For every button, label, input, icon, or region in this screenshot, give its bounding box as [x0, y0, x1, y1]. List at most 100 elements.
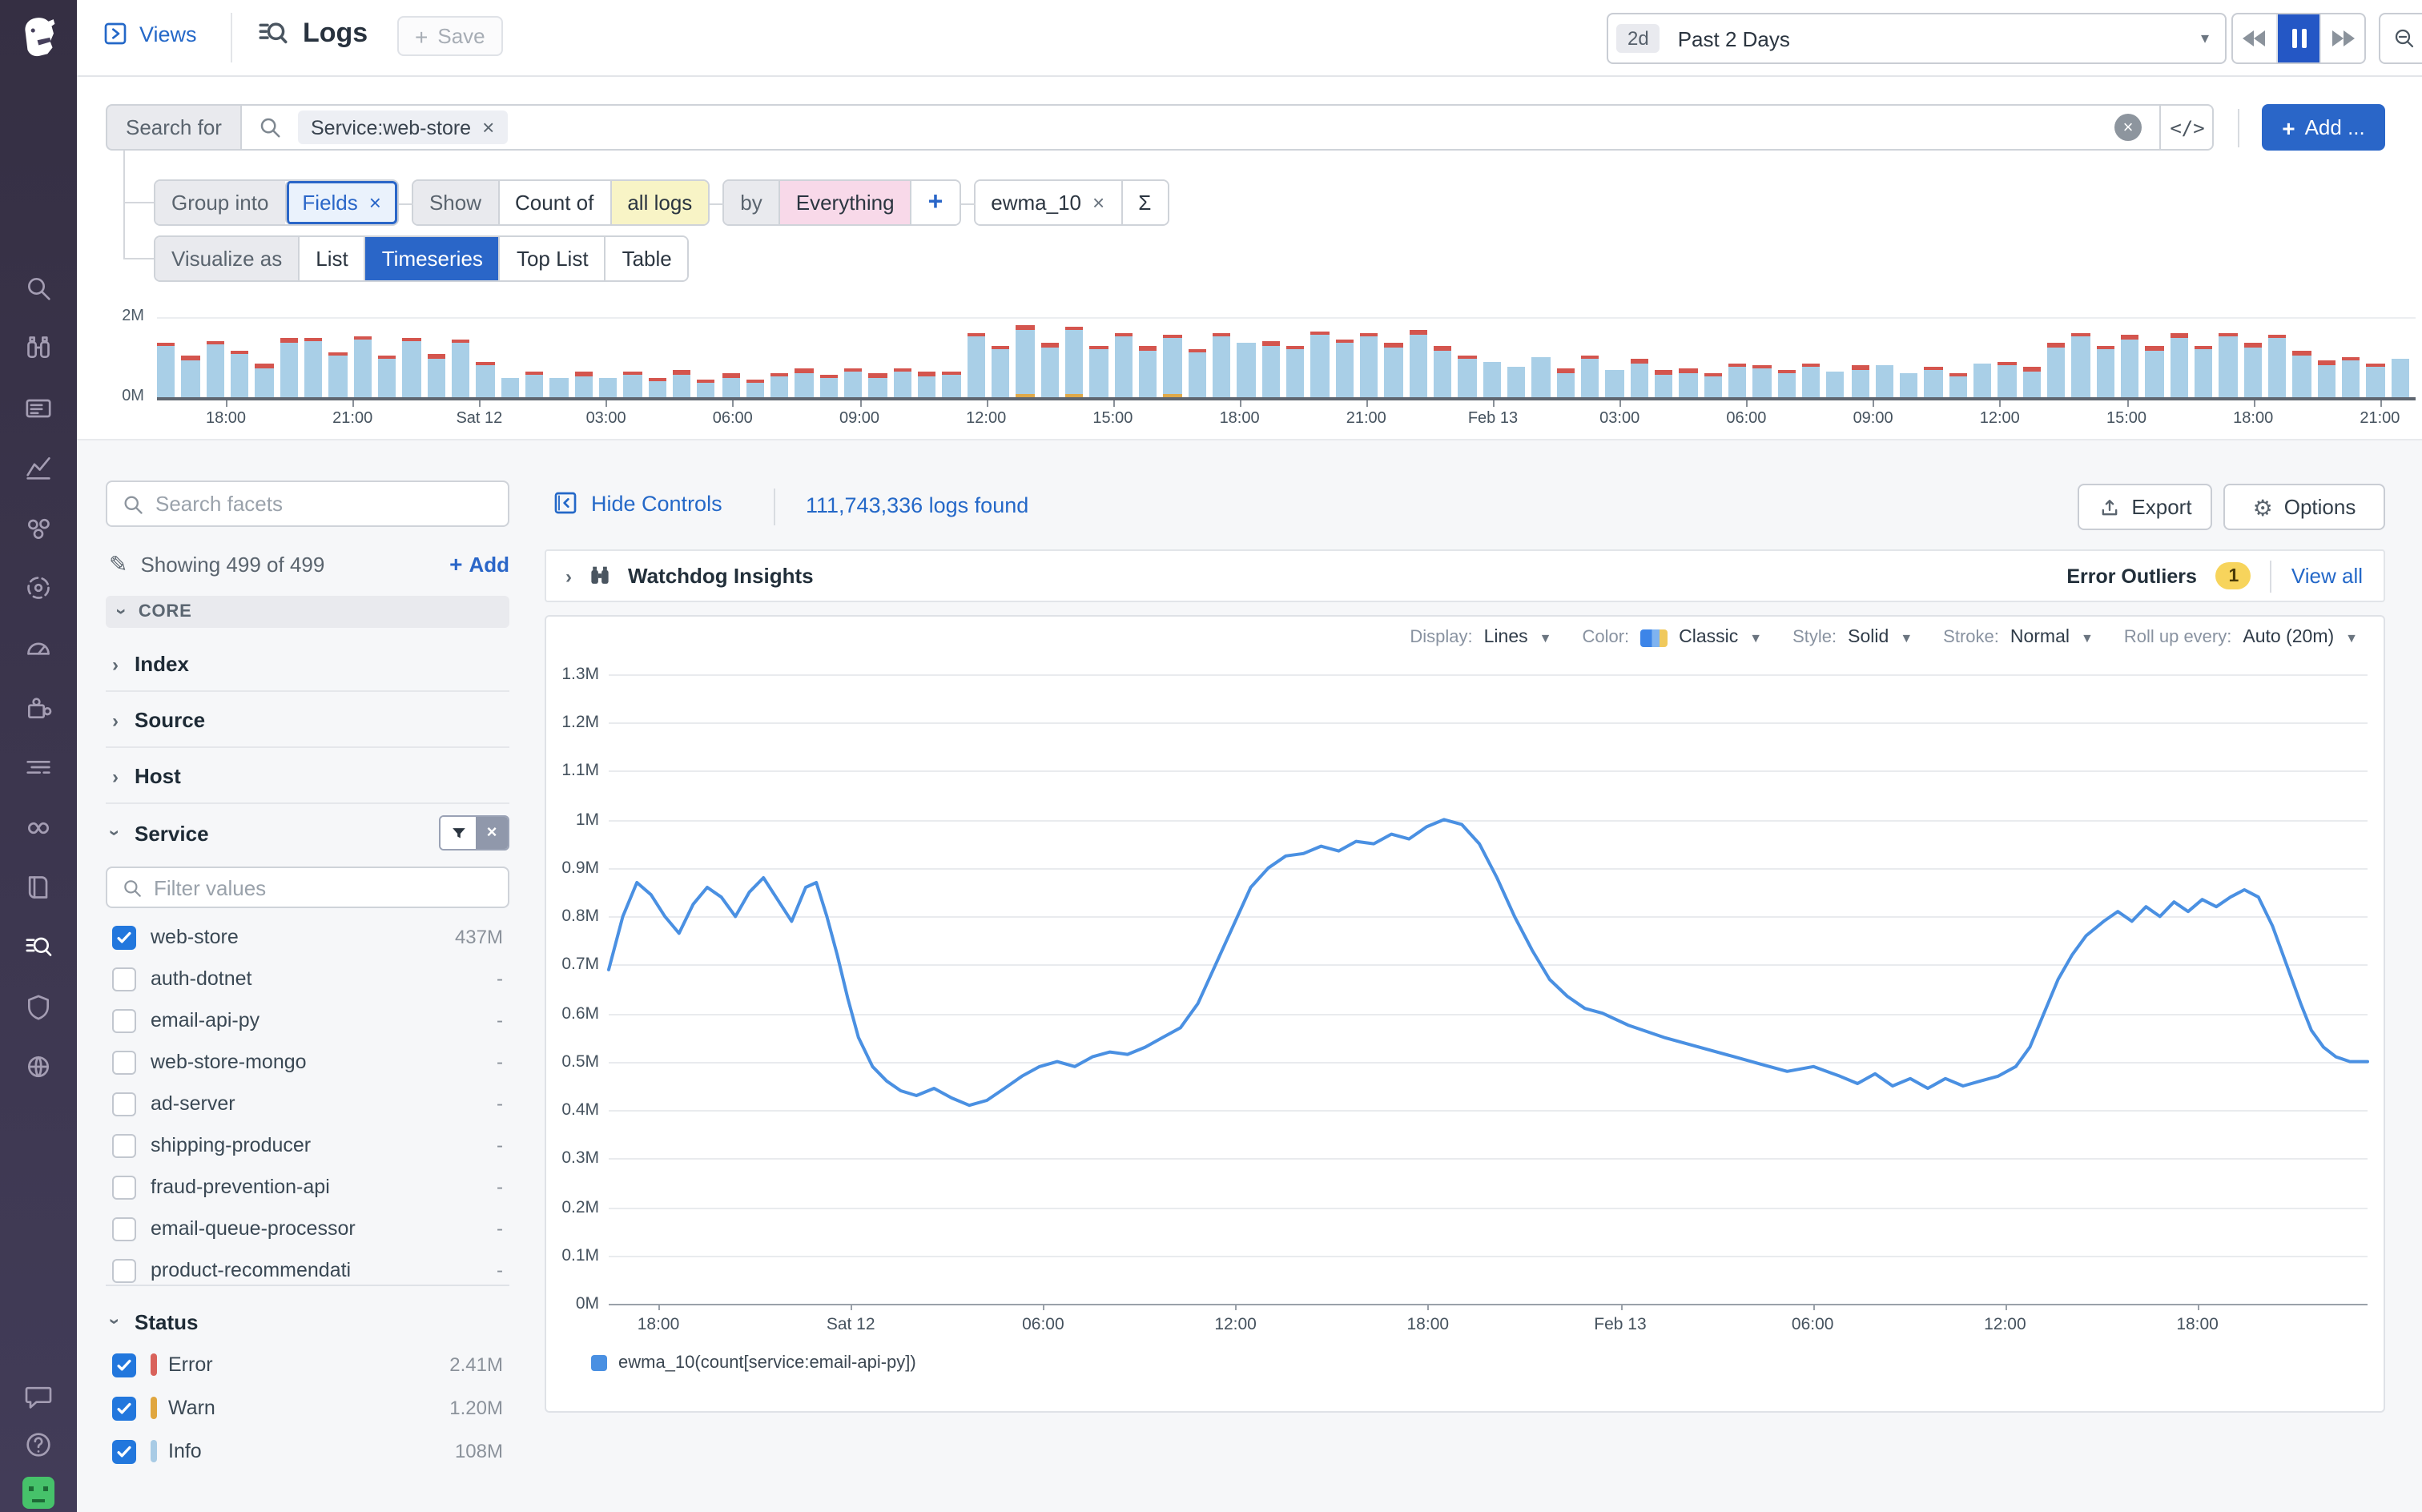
step-back-button[interactable] [2233, 14, 2278, 62]
funnel-filter-icon[interactable] [441, 817, 476, 849]
checkbox-checked[interactable] [112, 1353, 136, 1377]
log-volume-mini-chart[interactable]: 2M 0M 18:00 21:00 Sat 12 03:00 06:00 09:00 12:… [0, 304, 2422, 439]
everything-segment[interactable]: Everything [778, 181, 911, 224]
logs-found-count[interactable]: 111,743,336 logs found [806, 493, 1029, 517]
time-range-picker[interactable]: 2d Past 2 Days ▾ [1607, 13, 2227, 64]
service-list-item[interactable]: email-api-py - [106, 999, 509, 1041]
checkbox-unchecked[interactable] [112, 1216, 136, 1241]
facet-group-service[interactable]: › Service × [104, 810, 509, 855]
pause-button[interactable] [2277, 14, 2322, 62]
view-all-link[interactable]: View all [2291, 564, 2363, 588]
mini-bar [353, 336, 372, 397]
step-forward-button[interactable] [2322, 14, 2364, 62]
core-section-header[interactable]: › CORE [106, 596, 509, 628]
nav-item-infrastructure-icon[interactable] [22, 512, 54, 544]
mini-bar [451, 339, 470, 397]
checkbox-unchecked[interactable] [112, 1008, 136, 1032]
all-logs-segment[interactable]: all logs [610, 181, 709, 224]
nav-item-integrations-icon[interactable] [22, 692, 54, 724]
checkbox-checked[interactable] [112, 1439, 136, 1463]
checkbox-checked[interactable] [112, 925, 136, 949]
raw-query-toggle[interactable]: </> [2159, 106, 2214, 149]
nav-item-watchdog-icon[interactable] [22, 332, 54, 364]
nav-item-security-icon[interactable] [22, 991, 54, 1023]
add-facet-button[interactable]: + Add [449, 551, 509, 577]
chart-legend[interactable]: ewma_10(count[service:email-api-py]) [591, 1353, 916, 1373]
facet-group-source[interactable]: › Source [106, 694, 509, 748]
views-button[interactable]: Views [103, 21, 197, 46]
visualize-option-top-list[interactable]: Top List [498, 237, 605, 280]
stroke-select[interactable]: Normal [2010, 628, 2070, 647]
visualize-option-table[interactable]: Table [604, 237, 688, 280]
checkbox-unchecked[interactable] [112, 1258, 136, 1282]
facet-group-host[interactable]: › Host [106, 750, 509, 804]
clear-filter-icon[interactable]: × [476, 817, 508, 849]
mini-axis-label: 18:00 [1219, 410, 1260, 428]
nav-item-search-icon[interactable] [22, 272, 54, 304]
nav-item-network-icon[interactable] [22, 1051, 54, 1083]
status-list-item[interactable]: Warn 1.20M [106, 1387, 509, 1429]
service-list-item[interactable]: ad-server - [106, 1083, 509, 1124]
checkbox-unchecked[interactable] [112, 967, 136, 991]
nav-item-synthetics-icon[interactable] [22, 811, 54, 843]
watchdog-header[interactable]: › Watchdog Insights [565, 562, 814, 589]
service-list-item[interactable]: email-queue-processor - [106, 1208, 509, 1249]
status-list-item[interactable]: Info 108M [106, 1430, 509, 1472]
nav-item-dashboards-icon[interactable] [22, 632, 54, 664]
remove-measure-icon[interactable]: × [1092, 191, 1105, 215]
nav-item-events-icon[interactable] [22, 392, 54, 424]
options-button[interactable]: ⚙ Options [2223, 484, 2385, 530]
service-list-item[interactable]: fraud-prevention-api - [106, 1166, 509, 1208]
clear-search-icon[interactable]: × [2114, 114, 2142, 141]
count-of-segment[interactable]: Count of [497, 181, 610, 224]
visualize-option-list[interactable]: List [298, 237, 364, 280]
service-filter-input[interactable]: Filter values [106, 867, 509, 908]
facet-group-status[interactable]: › Status [104, 1304, 509, 1339]
facet-group-index[interactable]: › Index [106, 637, 509, 692]
checkbox-unchecked[interactable] [112, 1175, 136, 1199]
add-dimension-button[interactable]: + [910, 181, 960, 224]
service-list-item[interactable]: product-recommendati - [106, 1249, 509, 1283]
remove-chip-icon[interactable]: × [482, 115, 495, 139]
nav-item-chat-icon[interactable] [22, 1381, 54, 1413]
checkbox-unchecked[interactable] [112, 1050, 136, 1074]
mini-bar [1531, 357, 1551, 397]
service-list-item[interactable]: auth-dotnet - [106, 958, 509, 999]
display-select[interactable]: Lines [1483, 628, 1528, 647]
search-input[interactable]: Service:web-store × [240, 104, 2214, 151]
color-select[interactable]: Classic [1679, 628, 1739, 647]
nav-item-apm-icon[interactable] [22, 572, 54, 604]
nav-item-help-icon[interactable] [22, 1429, 54, 1461]
add-button[interactable]: + Add ... [2262, 104, 2385, 151]
nav-item-livetail-icon[interactable] [22, 751, 54, 783]
rollup-select[interactable]: Auto (20m) [2243, 628, 2335, 647]
chart-gridline [609, 819, 2368, 822]
zoom-out-button[interactable] [2379, 13, 2422, 64]
facet-search-input[interactable]: Search facets [106, 481, 509, 527]
nav-item-logs-icon[interactable] [22, 931, 54, 963]
edit-pencil-icon[interactable]: ✎ [109, 550, 128, 576]
nav-item-notebooks-icon[interactable] [22, 871, 54, 903]
mini-bar [1556, 368, 1575, 397]
save-button[interactable]: + Save [397, 16, 503, 56]
remove-group-icon[interactable]: × [368, 191, 381, 215]
service-list-item[interactable]: web-store-mongo - [106, 1041, 509, 1083]
checkbox-checked[interactable] [112, 1396, 136, 1420]
measure-segment[interactable]: ewma_10 × [975, 181, 1121, 224]
group-value-segment[interactable]: Fields × [284, 181, 397, 224]
status-list-item[interactable]: Error 2.41M [106, 1344, 509, 1385]
service-list-item[interactable]: web-store 437M [106, 916, 509, 958]
datadog-logo-icon[interactable] [11, 10, 66, 64]
service-list-item[interactable]: shipping-producer - [106, 1124, 509, 1166]
visualize-option-timeseries[interactable]: Timeseries [364, 237, 499, 280]
search-filter-chip[interactable]: Service:web-store × [298, 111, 508, 144]
checkbox-unchecked[interactable] [112, 1092, 136, 1116]
hide-controls-button[interactable]: Hide Controls [553, 490, 722, 516]
sigma-button[interactable]: Σ [1120, 181, 1168, 224]
nav-item-avatar-icon[interactable] [22, 1477, 54, 1509]
style-select[interactable]: Solid [1848, 628, 1889, 647]
nav-item-metrics-icon[interactable] [22, 452, 54, 484]
watchdog-insights-bar[interactable]: › Watchdog Insights Error Outliers 1 Vie… [545, 549, 2385, 602]
export-button[interactable]: Export [2078, 484, 2212, 530]
checkbox-unchecked[interactable] [112, 1133, 136, 1157]
